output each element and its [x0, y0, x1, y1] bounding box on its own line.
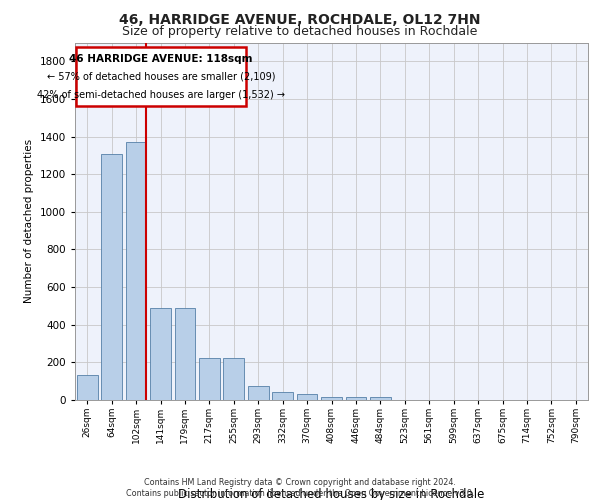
Text: 42% of semi-detached houses are larger (1,532) →: 42% of semi-detached houses are larger (… [37, 90, 285, 100]
Bar [77, 374, 98, 400]
X-axis label: Distribution of detached houses by size in Rochdale: Distribution of detached houses by size … [178, 488, 485, 500]
Bar [321, 396, 342, 400]
Bar [370, 396, 391, 400]
Text: Size of property relative to detached houses in Rochdale: Size of property relative to detached ho… [122, 25, 478, 38]
Bar [125, 142, 146, 400]
Text: 46 HARRIDGE AVENUE: 118sqm: 46 HARRIDGE AVENUE: 118sqm [70, 54, 253, 64]
Bar [272, 392, 293, 400]
Bar [76, 47, 246, 106]
Bar [199, 358, 220, 400]
Text: 46, HARRIDGE AVENUE, ROCHDALE, OL12 7HN: 46, HARRIDGE AVENUE, ROCHDALE, OL12 7HN [119, 12, 481, 26]
Bar [223, 358, 244, 400]
Bar [175, 308, 196, 400]
Bar [150, 308, 171, 400]
Bar [248, 386, 269, 400]
Text: ← 57% of detached houses are smaller (2,109): ← 57% of detached houses are smaller (2,… [47, 72, 275, 82]
Y-axis label: Number of detached properties: Number of detached properties [24, 139, 34, 304]
Bar [346, 396, 367, 400]
Bar [101, 154, 122, 400]
Text: Contains HM Land Registry data © Crown copyright and database right 2024.
Contai: Contains HM Land Registry data © Crown c… [126, 478, 474, 498]
Bar [296, 394, 317, 400]
